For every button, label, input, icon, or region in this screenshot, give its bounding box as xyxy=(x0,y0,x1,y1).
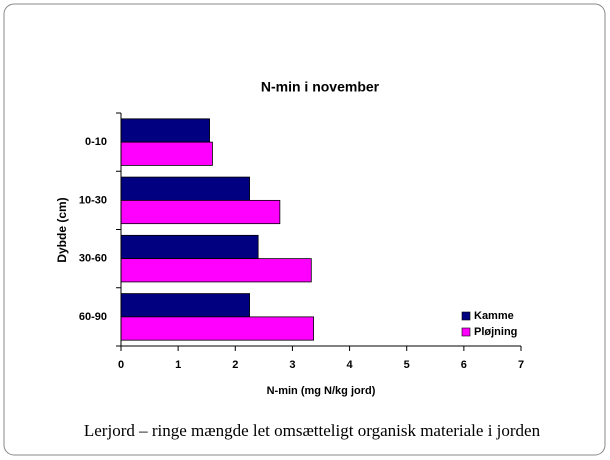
bar xyxy=(120,141,213,166)
y-tick-label: 10-30 xyxy=(79,194,107,206)
caption: Lerjord – ringe mængde let omsætteligt o… xyxy=(84,421,541,440)
legend-label: Pløjning xyxy=(474,326,517,338)
y-tick-label: 0-10 xyxy=(85,136,107,148)
x-tick-label: 7 xyxy=(518,359,524,371)
x-tick-label: 2 xyxy=(232,359,238,371)
x-axis-label: N-min (mg N/kg jord) xyxy=(267,385,376,397)
chart-title: N-min i november xyxy=(261,79,380,95)
bar xyxy=(120,176,250,201)
bar xyxy=(120,234,259,260)
bar xyxy=(120,199,281,225)
bar xyxy=(120,118,210,143)
bar xyxy=(120,293,250,318)
x-tick-label: 4 xyxy=(347,359,354,371)
x-tick-label: 1 xyxy=(175,359,181,371)
x-tick-label: 5 xyxy=(404,359,410,371)
legend-swatch xyxy=(461,311,471,321)
x-tick-label: 0 xyxy=(118,359,124,371)
y-axis-label: Dybde (cm) xyxy=(55,197,69,262)
x-tick-label: 6 xyxy=(461,359,467,371)
y-tick-label: 60-90 xyxy=(79,311,107,323)
slide-frame xyxy=(3,3,606,456)
x-tick-label: 3 xyxy=(289,359,295,371)
legend-label: Kamme xyxy=(474,310,514,322)
legend-swatch xyxy=(461,327,471,337)
y-tick-label: 30-60 xyxy=(79,253,107,265)
bar xyxy=(120,258,312,283)
bar xyxy=(120,316,314,341)
